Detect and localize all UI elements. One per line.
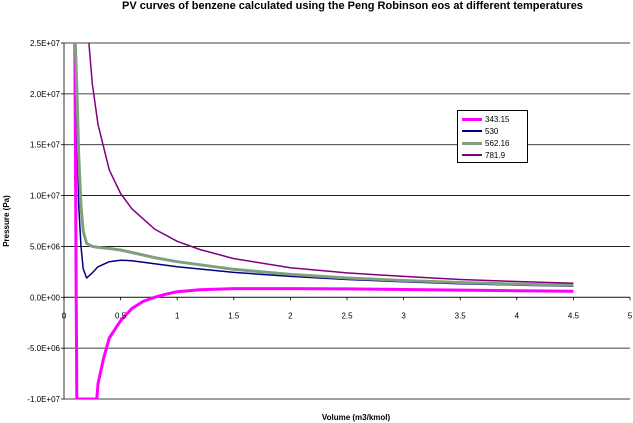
x-tick-label: 1.5 — [228, 311, 240, 320]
series-group — [73, 43, 574, 399]
legend-swatch — [462, 154, 482, 156]
y-tick-labels: -1.0E+07 -5.0E+06 0.0E+00 5.0E+06 1.0E+07 1.5… — [27, 39, 60, 404]
chart-title-text: PV curves of benzene calculated using th… — [122, 0, 583, 12]
y-tick-label: -1.0E+07 — [27, 395, 60, 404]
legend-item: 781.9 — [458, 149, 527, 161]
series-line-343-15 — [73, 43, 574, 399]
legend-label: 781.9 — [485, 150, 506, 160]
x-tick-label: 3.5 — [455, 311, 467, 320]
y-tick-label: 1.0E+07 — [30, 192, 61, 201]
axes — [63, 43, 631, 399]
legend-item: 343.15 — [458, 113, 527, 125]
y-tick-label: 0.0E+00 — [30, 293, 61, 302]
y-axis-label: Pressure (Pa) — [2, 195, 11, 247]
y-tick-label: 1.5E+07 — [30, 141, 61, 150]
legend-label: 530 — [485, 126, 499, 136]
y-tick-label: -5.0E+06 — [27, 344, 60, 353]
x-tick-label: 3 — [401, 311, 406, 320]
y-tick-label: 2.0E+07 — [30, 90, 61, 99]
legend-item: 530 — [458, 125, 527, 137]
series-line-530 — [74, 43, 574, 288]
x-tick-label: 4 — [515, 311, 520, 320]
legend-swatch — [462, 141, 482, 145]
x-tick-label: 1 — [175, 311, 180, 320]
x-tick-label: 2.5 — [341, 311, 353, 320]
legend-label: 343.15 — [485, 114, 510, 124]
legend-item: 562.16 — [458, 137, 527, 149]
y-tick-label: 2.5E+07 — [30, 39, 61, 48]
x-tick-label: 4.5 — [568, 311, 580, 320]
x-tick-labels: 0 0.5 1 1.5 2 2.5 3 3.5 4 4.5 5 — [62, 311, 633, 320]
legend-swatch — [462, 130, 482, 132]
x-axis-label: Volume (m3/kmol) — [322, 413, 391, 422]
x-tick-label: 0.5 — [115, 311, 127, 320]
x-tick-label: 5 — [628, 311, 633, 320]
x-tick-label: 2 — [288, 311, 293, 320]
series-line-562-16 — [73, 43, 574, 287]
x-tick-label: 0 — [62, 311, 67, 320]
legend: 343.15 530 562.16 781.9 — [457, 110, 528, 163]
legend-label: 562.16 — [485, 138, 510, 148]
legend-swatch — [462, 117, 482, 121]
series-line-781-9 — [88, 43, 574, 284]
y-tick-label: 5.0E+06 — [30, 242, 61, 251]
chart-title: PV curves of benzene calculated using th… — [0, 0, 633, 12]
